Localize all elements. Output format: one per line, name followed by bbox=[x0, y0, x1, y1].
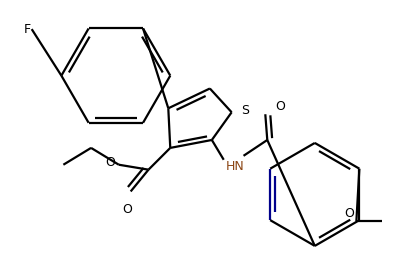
Text: O: O bbox=[122, 203, 132, 216]
Text: HN: HN bbox=[226, 160, 244, 173]
Text: O: O bbox=[105, 156, 115, 169]
Text: O: O bbox=[275, 100, 285, 113]
Text: F: F bbox=[24, 23, 31, 35]
Text: S: S bbox=[242, 104, 249, 117]
Text: O: O bbox=[344, 207, 354, 220]
